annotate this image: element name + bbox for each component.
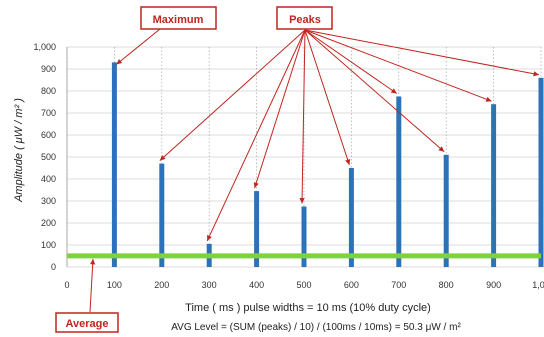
- callout-arrows: [90, 29, 539, 312]
- x-tick-label: 100: [107, 280, 122, 290]
- data-bar: [539, 78, 544, 267]
- peaks-callout: Peaks: [277, 7, 332, 29]
- x-tick-label: 600: [344, 280, 359, 290]
- callout-arrow-head: [254, 182, 259, 188]
- x-tick-label: 0: [64, 280, 69, 290]
- y-tick-label: 200: [41, 218, 56, 228]
- data-bar: [112, 62, 117, 267]
- callout-arrow-head: [90, 259, 95, 265]
- y-axis-ticks: 0 100 200 300 400 500 600 700 800 900 1,000: [33, 42, 56, 272]
- x-tick-label: 1,00: [532, 280, 544, 290]
- y-tick-label: 600: [41, 130, 56, 140]
- y-tick-label: 800: [41, 86, 56, 96]
- y-axis-label: Amplitude ( μW / m² ): [13, 98, 25, 203]
- data-bar: [444, 155, 449, 267]
- y-tick-label: 300: [41, 196, 56, 206]
- data-bar: [349, 168, 354, 267]
- data-bar: [159, 164, 164, 267]
- callout-arrow-line: [302, 30, 305, 204]
- data-bar: [491, 104, 496, 267]
- x-axis-label: Time ( ms ) pulse widths = 10 ms (10% du…: [185, 302, 431, 314]
- x-tick-label: 300: [202, 280, 217, 290]
- x-tick-label: 500: [296, 280, 311, 290]
- y-tick-label: 500: [41, 152, 56, 162]
- bars: [112, 62, 544, 267]
- callout-arrow-line: [305, 30, 349, 165]
- y-tick-label: 0: [51, 262, 56, 272]
- callout-arrow-line: [305, 30, 492, 101]
- y-tick-label: 100: [41, 240, 56, 250]
- maximum-callout-label: Maximum: [153, 14, 204, 26]
- callout-arrow-head: [533, 71, 539, 76]
- maximum-callout: Maximum: [141, 7, 216, 29]
- average-callout: Average: [56, 313, 118, 332]
- callout-arrow-line: [305, 30, 397, 94]
- x-tick-label: 800: [439, 280, 454, 290]
- data-bar: [396, 97, 401, 268]
- callout-arrow-line: [160, 30, 305, 161]
- peaks-callout-label: Peaks: [289, 14, 321, 26]
- x-tick-label: 400: [249, 280, 264, 290]
- y-tick-label: 900: [41, 64, 56, 74]
- callout-arrow-head: [345, 159, 350, 165]
- x-axis-ticks: 0 100 200 300 400 500 600 700 800 900 1,00: [64, 280, 544, 290]
- x-tick-label: 200: [154, 280, 169, 290]
- x-tick-label: 900: [486, 280, 501, 290]
- average-formula: AVG Level = (SUM (peaks) / 10) / (100ms …: [171, 322, 461, 333]
- y-tick-label: 700: [41, 108, 56, 118]
- callout-arrow-line: [255, 30, 305, 188]
- average-callout-label: Average: [65, 318, 108, 330]
- y-tick-label: 1,000: [33, 42, 56, 52]
- y-tick-label: 400: [41, 174, 56, 184]
- x-tick-label: 700: [391, 280, 406, 290]
- callout-arrow-line: [305, 30, 539, 75]
